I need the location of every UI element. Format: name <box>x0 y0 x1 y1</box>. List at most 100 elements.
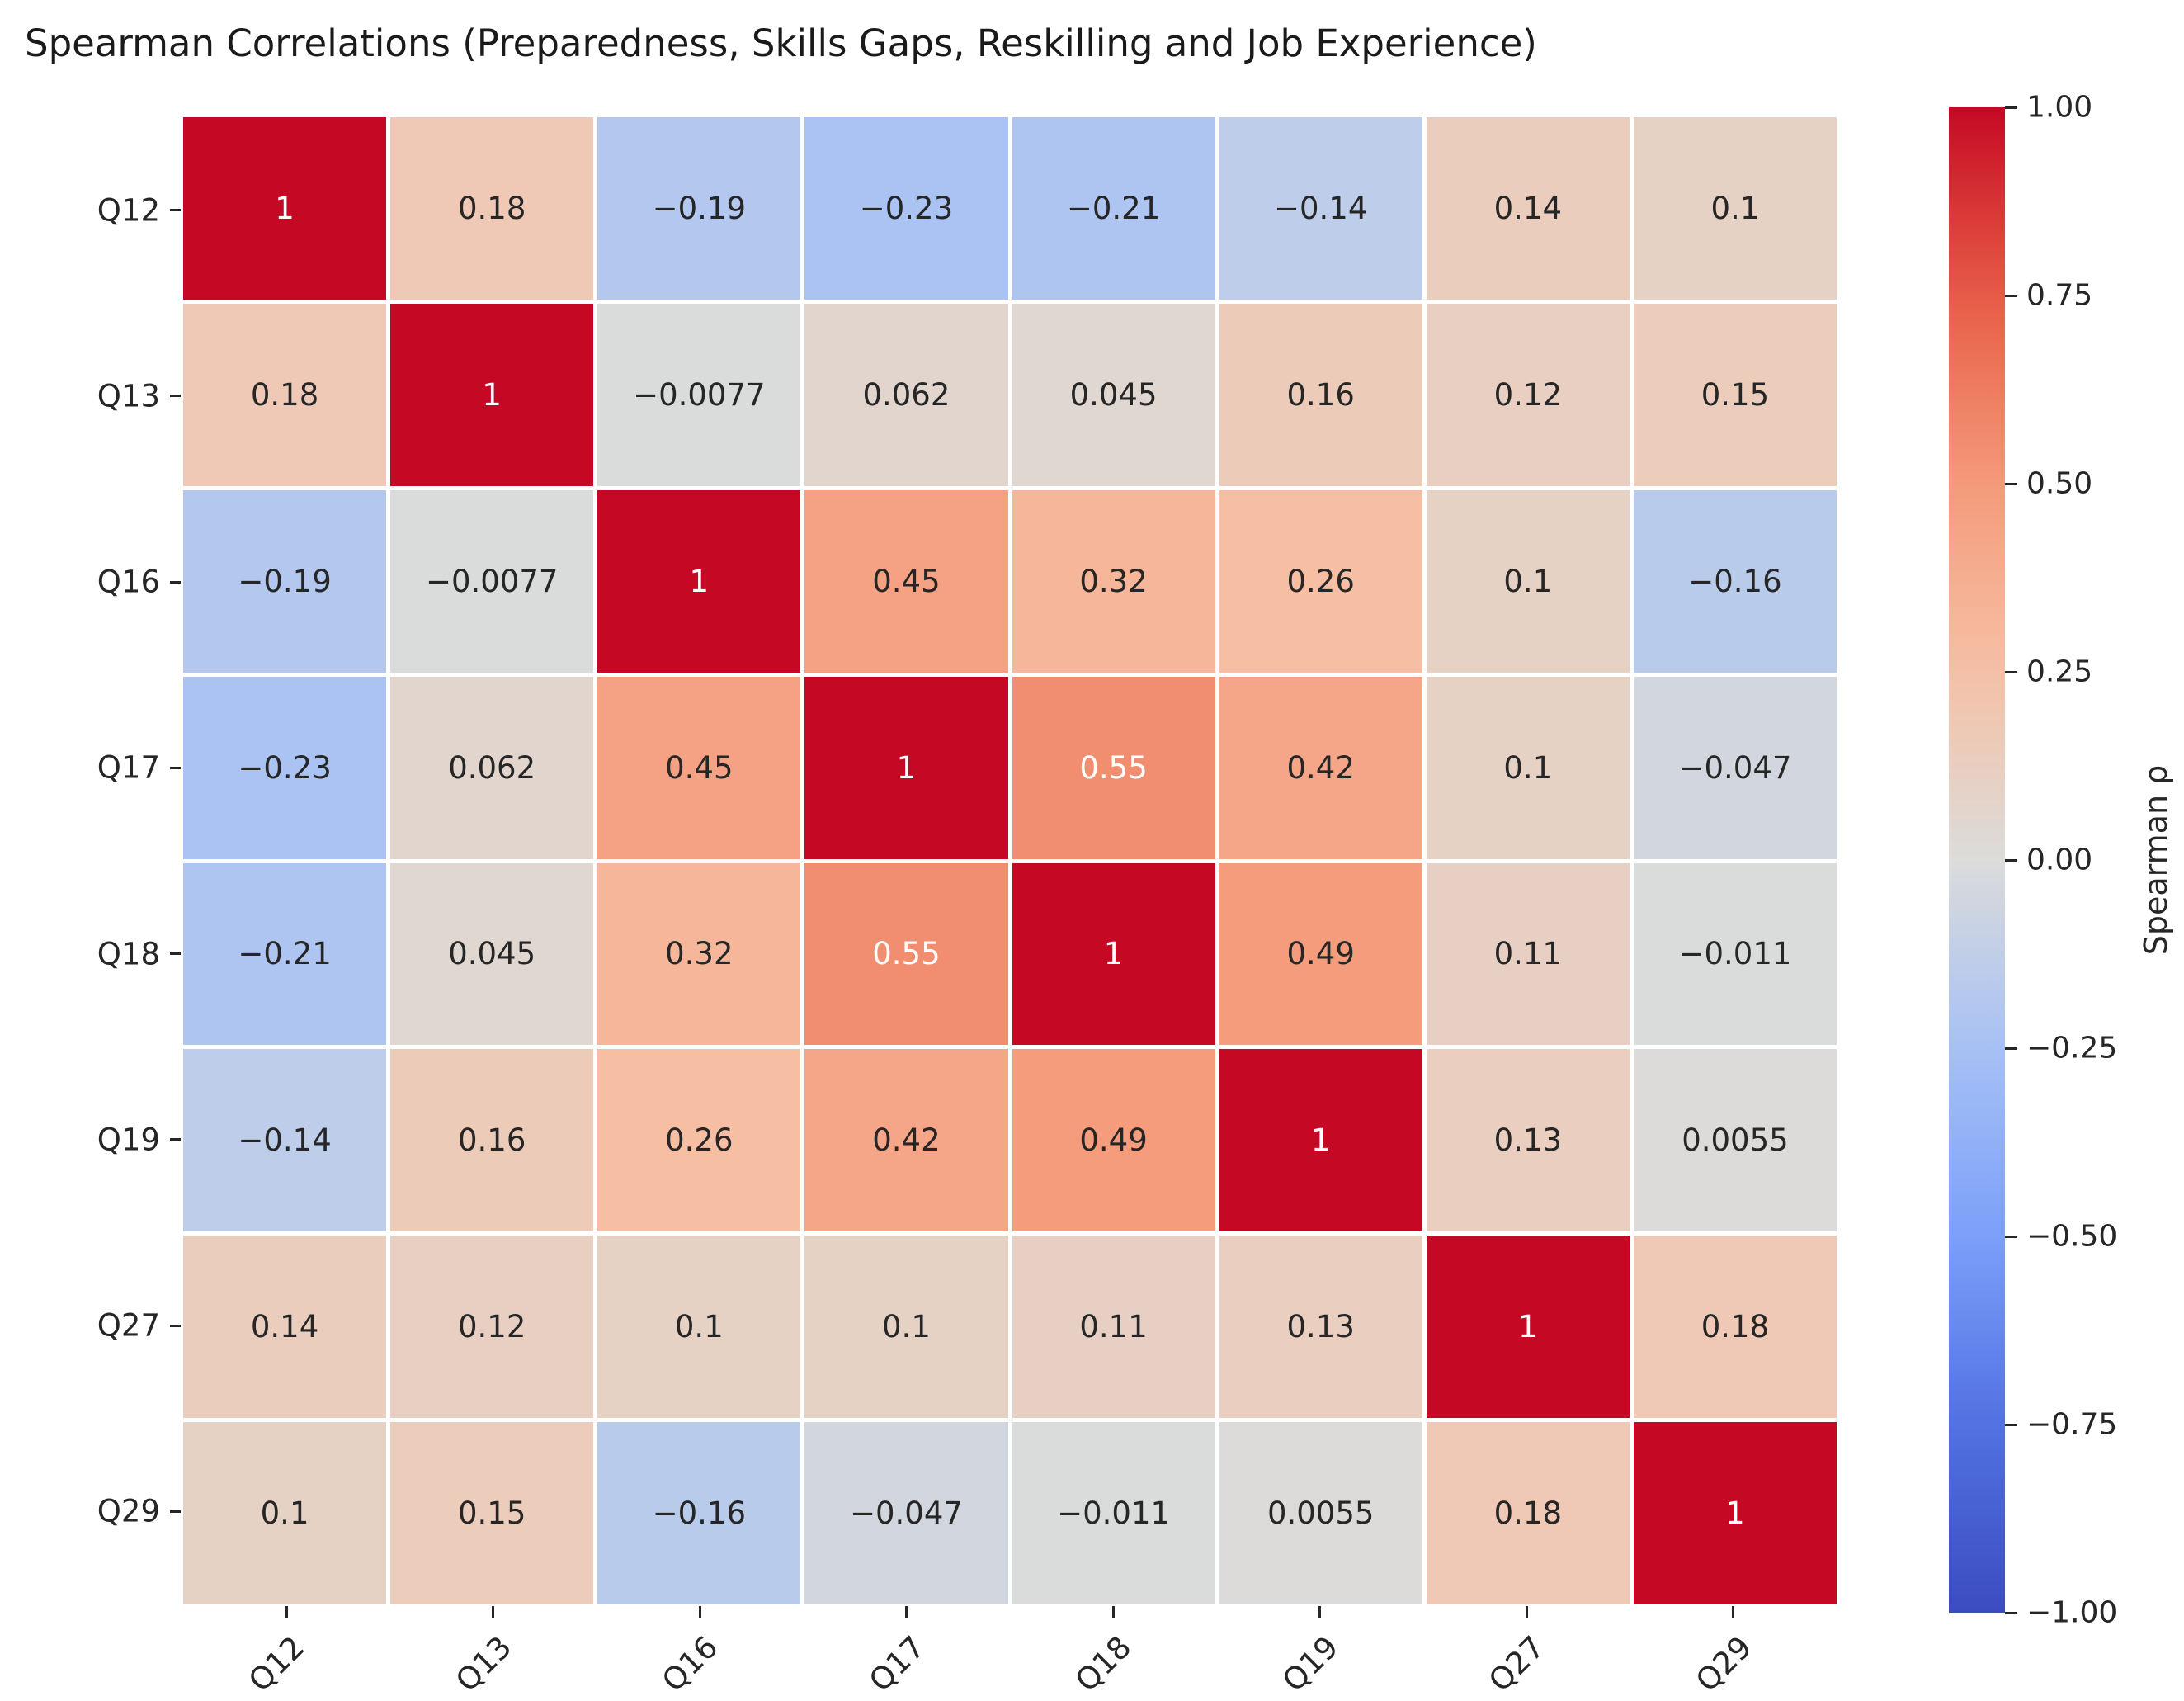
heatmap-cell: 0.32 <box>1012 489 1215 673</box>
heatmap-cell: 0.045 <box>1012 303 1215 486</box>
heatmap-cell: 0.1 <box>183 1422 387 1604</box>
y-tick-mark <box>170 952 181 956</box>
x-tick-mark <box>905 1606 908 1618</box>
heatmap-cell: −0.21 <box>1012 117 1215 300</box>
heatmap-cell: −0.011 <box>1633 862 1837 1046</box>
y-tick-mark <box>170 1510 181 1513</box>
y-tick-mark <box>170 766 181 769</box>
x-tick-label: Q29 <box>1688 1629 1759 1699</box>
heatmap-cell: 0.1 <box>1426 676 1630 859</box>
heatmap-cell: 0.55 <box>1012 676 1215 859</box>
heatmap-cell: 0.062 <box>804 303 1008 486</box>
heatmap-cell: 0.062 <box>390 676 594 859</box>
x-tick-mark <box>492 1606 495 1618</box>
chart-title: Spearman Correlations (Preparedness, Ski… <box>25 21 1537 65</box>
heatmap-grid: 1 0.18 −0.19 −0.23 −0.21 −0.14 0.14 0.1 0.18 1 −0.… <box>183 117 1837 1604</box>
heatmap-cell: 1 <box>804 676 1008 859</box>
heatmap-cell: 0.1 <box>597 1236 801 1419</box>
heatmap-cell: 0.16 <box>1219 303 1422 486</box>
colorbar-tick-mark <box>2005 482 2017 485</box>
heatmap-cell: 0.16 <box>390 1049 594 1232</box>
heatmap-cell: 1 <box>390 303 594 486</box>
heatmap-cell: 1 <box>1426 1236 1630 1419</box>
colorbar-tick-label: 1.00 <box>2026 90 2093 125</box>
heatmap-cell: 1 <box>1012 862 1215 1046</box>
colorbar-tick-label: −0.25 <box>2026 1031 2118 1065</box>
colorbar-tick-mark <box>2005 1047 2017 1050</box>
heatmap-cell: −0.047 <box>804 1422 1008 1604</box>
heatmap-cell: 0.13 <box>1426 1049 1630 1232</box>
heatmap-cell: 0.18 <box>183 303 387 486</box>
y-tick-mark <box>170 580 181 584</box>
y-tick-label: Q17 <box>97 749 160 786</box>
heatmap-cell: 0.14 <box>1426 117 1630 300</box>
y-tick-label: Q12 <box>97 192 160 229</box>
colorbar-tick-label: −1.00 <box>2026 1595 2118 1630</box>
heatmap-cell: −0.16 <box>597 1422 801 1604</box>
colorbar <box>1949 107 2005 1613</box>
heatmap-cell: −0.14 <box>183 1049 387 1232</box>
heatmap-cell: 0.18 <box>1426 1422 1630 1604</box>
colorbar-tick-mark <box>2005 1611 2017 1614</box>
heatmap-cell: −0.23 <box>804 117 1008 300</box>
heatmap-cell: −0.011 <box>1012 1422 1215 1604</box>
x-tick-label: Q27 <box>1482 1629 1552 1699</box>
y-tick-label: Q16 <box>97 564 160 600</box>
heatmap-cell: −0.0077 <box>597 303 801 486</box>
colorbar-tick-mark <box>2005 1423 2017 1426</box>
y-tick-label: Q18 <box>97 936 160 972</box>
x-tick-mark <box>285 1606 288 1618</box>
y-tick-label: Q19 <box>97 1122 160 1158</box>
y-tick-mark <box>170 1138 181 1141</box>
heatmap-cell: 0.14 <box>183 1236 387 1419</box>
heatmap-cell: 1 <box>183 117 387 300</box>
heatmap-cell: 0.18 <box>390 117 594 300</box>
heatmap-cell: 0.32 <box>597 862 801 1046</box>
colorbar-tick-mark <box>2005 1235 2017 1238</box>
colorbar-tick-mark <box>2005 858 2017 862</box>
heatmap-cell: 1 <box>597 489 801 673</box>
heatmap-cell: 0.12 <box>390 1236 594 1419</box>
heatmap-cell: −0.23 <box>183 676 387 859</box>
x-tick-mark <box>698 1606 701 1618</box>
heatmap-cell: 0.42 <box>804 1049 1008 1232</box>
heatmap-cell: 0.42 <box>1219 676 1422 859</box>
colorbar-tick-label: −0.50 <box>2026 1219 2118 1254</box>
heatmap-cell: 0.045 <box>390 862 594 1046</box>
heatmap-cell: 0.45 <box>804 489 1008 673</box>
x-tick-label: Q18 <box>1068 1629 1139 1699</box>
colorbar-tick-label: −0.75 <box>2026 1407 2118 1442</box>
colorbar-tick-label: 0.75 <box>2026 278 2093 313</box>
colorbar-tick-mark <box>2005 106 2017 109</box>
heatmap-cell: 0.0055 <box>1633 1049 1837 1232</box>
heatmap-cell: 0.55 <box>804 862 1008 1046</box>
heatmap-cell: 0.11 <box>1426 862 1630 1046</box>
colorbar-tick-label: 0.25 <box>2026 654 2093 689</box>
heatmap-cell: 0.49 <box>1219 862 1422 1046</box>
y-tick-label: Q27 <box>97 1307 160 1344</box>
y-tick-mark <box>170 1324 181 1327</box>
heatmap-cell: −0.14 <box>1219 117 1422 300</box>
colorbar-tick-mark <box>2005 670 2017 673</box>
colorbar-label: Spearman ρ <box>2138 764 2174 956</box>
x-tick-mark <box>1525 1606 1528 1618</box>
heatmap-cell: 1 <box>1633 1422 1837 1604</box>
heatmap-cell: 0.18 <box>1633 1236 1837 1419</box>
heatmap-cell: −0.19 <box>183 489 387 673</box>
colorbar-tick-label: 0.50 <box>2026 466 2093 501</box>
heatmap-cell: 0.15 <box>390 1422 594 1604</box>
x-tick-label: Q13 <box>448 1629 519 1699</box>
heatmap-cell: 0.11 <box>1012 1236 1215 1419</box>
x-tick-mark <box>1732 1606 1735 1618</box>
heatmap-cell: 0.12 <box>1426 303 1630 486</box>
heatmap-cell: 0.1 <box>1426 489 1630 673</box>
heatmap-cell: 0.13 <box>1219 1236 1422 1419</box>
y-tick-mark <box>170 209 181 212</box>
heatmap-cell: 0.15 <box>1633 303 1837 486</box>
heatmap-cell: 0.26 <box>1219 489 1422 673</box>
heatmap-cell: −0.0077 <box>390 489 594 673</box>
y-tick-label: Q13 <box>97 378 160 414</box>
heatmap-cell: 0.26 <box>597 1049 801 1232</box>
heatmap-cell: −0.047 <box>1633 676 1837 859</box>
